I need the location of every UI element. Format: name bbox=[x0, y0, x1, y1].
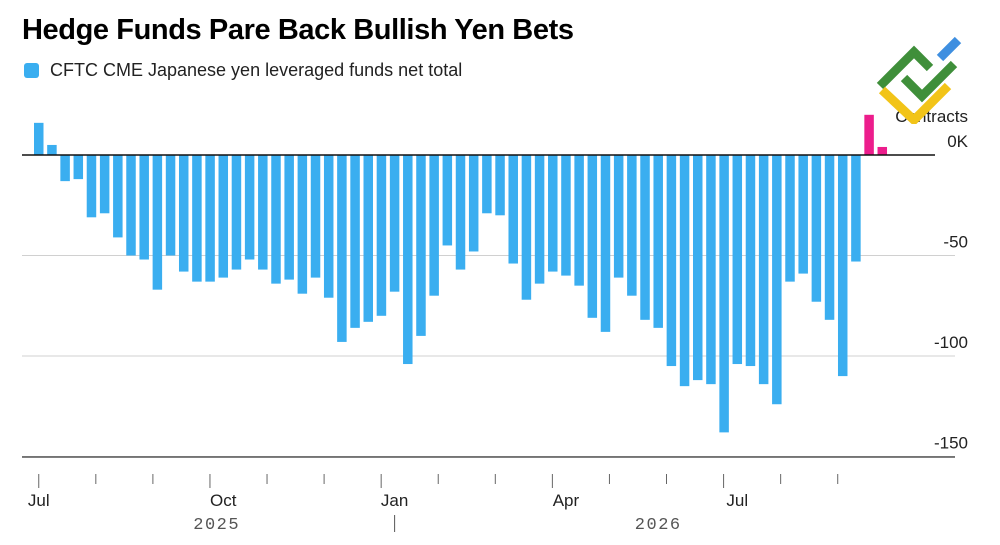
bar bbox=[482, 155, 492, 214]
bar bbox=[323, 155, 334, 298]
bar bbox=[534, 155, 545, 284]
bar bbox=[811, 155, 822, 302]
bar bbox=[666, 155, 677, 367]
bar bbox=[73, 155, 84, 180]
bar bbox=[258, 155, 268, 270]
bar bbox=[613, 155, 624, 278]
highlight-bar bbox=[877, 146, 888, 155]
bar bbox=[205, 155, 215, 282]
highlight-bar bbox=[864, 114, 874, 155]
bar bbox=[218, 155, 229, 278]
year-label: 2025 bbox=[193, 516, 240, 535]
bar bbox=[706, 155, 716, 385]
bar bbox=[284, 155, 294, 280]
bar bbox=[178, 155, 189, 272]
bar bbox=[719, 155, 729, 433]
x-tick-label: Jan bbox=[381, 491, 408, 510]
bar bbox=[745, 155, 756, 367]
x-tick-label: Jul bbox=[726, 491, 748, 510]
bar bbox=[297, 155, 308, 294]
bar bbox=[231, 155, 242, 270]
bar bbox=[113, 155, 123, 238]
bar bbox=[60, 155, 70, 182]
bar bbox=[139, 155, 149, 260]
bar bbox=[561, 155, 571, 276]
bar bbox=[653, 155, 663, 328]
bar bbox=[47, 144, 57, 155]
bar bbox=[165, 155, 176, 256]
bar bbox=[192, 155, 202, 282]
bar bbox=[548, 155, 558, 272]
bar bbox=[389, 155, 400, 292]
bar bbox=[640, 155, 650, 320]
bar bbox=[86, 155, 97, 218]
bar bbox=[679, 155, 690, 387]
bar bbox=[429, 155, 439, 296]
x-tick-label: Apr bbox=[553, 491, 580, 510]
bar bbox=[403, 155, 413, 365]
bar bbox=[824, 155, 835, 320]
bar bbox=[798, 155, 808, 274]
x-tick-label: Jul bbox=[28, 491, 50, 510]
bar bbox=[785, 155, 795, 282]
bar bbox=[495, 155, 505, 216]
bar bbox=[416, 155, 426, 336]
y-tick-label: -50 bbox=[943, 233, 968, 252]
bar bbox=[574, 155, 584, 286]
bar bbox=[468, 155, 479, 252]
legend: CFTC CME Japanese yen leveraged funds ne… bbox=[24, 60, 462, 81]
chart-title: Hedge Funds Pare Back Bullish Yen Bets bbox=[22, 14, 574, 46]
bar bbox=[376, 155, 387, 316]
y-tick-label: 0K bbox=[947, 132, 968, 151]
bar bbox=[851, 155, 861, 262]
bar bbox=[337, 155, 347, 342]
bar bbox=[34, 122, 44, 155]
bar bbox=[310, 155, 321, 278]
bar bbox=[521, 155, 532, 300]
bar bbox=[350, 155, 360, 328]
bar bbox=[587, 155, 598, 318]
bar bbox=[363, 155, 373, 322]
bar bbox=[772, 155, 782, 405]
bar bbox=[837, 155, 848, 377]
bar bbox=[455, 155, 466, 270]
bar bbox=[732, 155, 743, 365]
bar bbox=[627, 155, 637, 296]
bar bbox=[600, 155, 611, 332]
watermark-logo bbox=[876, 36, 962, 124]
x-tick-label: Oct bbox=[210, 491, 237, 510]
bar bbox=[152, 155, 163, 290]
y-tick-label: -100 bbox=[934, 333, 968, 352]
year-label: 2026 bbox=[635, 516, 682, 535]
y-tick-label: -150 bbox=[934, 434, 968, 453]
legend-label: CFTC CME Japanese yen leveraged funds ne… bbox=[50, 60, 463, 80]
legend-swatch bbox=[24, 63, 39, 78]
bar bbox=[126, 155, 136, 256]
bar bbox=[693, 155, 703, 381]
bar bbox=[508, 155, 518, 264]
bar bbox=[99, 155, 110, 214]
bar bbox=[442, 155, 453, 246]
bar bbox=[758, 155, 769, 385]
bar bbox=[244, 155, 255, 260]
bar bbox=[271, 155, 281, 284]
